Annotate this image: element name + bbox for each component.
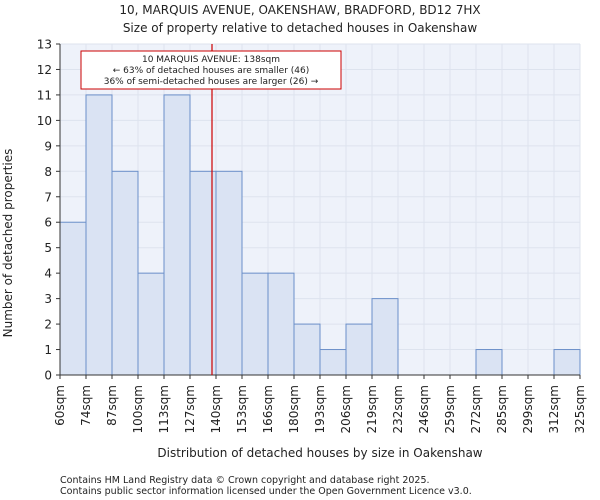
bars	[59, 94, 581, 376]
x-tick-label: 299sqm	[521, 385, 535, 433]
y-tick-label: 1	[44, 343, 52, 357]
x-tick-label: 259sqm	[443, 385, 457, 433]
x-tick-label: 153sqm	[235, 385, 249, 433]
y-tick-label: 10	[37, 114, 52, 128]
bar-153sqm	[241, 272, 269, 376]
y-tick-label: 7	[44, 190, 52, 204]
bar-60sqm	[59, 221, 87, 376]
y-tick-label: 9	[44, 139, 52, 153]
x-tick-label: 87sqm	[105, 385, 119, 426]
annotation-background	[80, 50, 342, 90]
y-tick-label: 6	[44, 216, 52, 230]
y-tick-label: 12	[37, 63, 52, 77]
bar-193sqm	[319, 349, 347, 376]
x-tick-label: 206sqm	[339, 385, 353, 433]
x-axis-label: Distribution of detached houses by size …	[157, 446, 482, 460]
y-tick-label: 3	[44, 292, 52, 306]
chart-subtitle: Size of property relative to detached ho…	[123, 21, 478, 35]
annotation-box: 10 MARQUIS AVENUE: 138sqm ← 63% of detac…	[80, 50, 342, 90]
bar-219sqm	[371, 298, 399, 376]
x-tick-label: 193sqm	[313, 385, 327, 433]
bar-87sqm	[111, 170, 139, 376]
x-tick-label: 180sqm	[287, 385, 301, 433]
y-tick-label: 11	[37, 88, 52, 102]
y-tick-label: 2	[44, 318, 52, 332]
footer-line-1: Contains HM Land Registry data © Crown c…	[60, 475, 430, 486]
bar-180sqm	[293, 323, 321, 376]
annotation-line-2: ← 63% of detached houses are smaller (46…	[113, 66, 310, 76]
bar-206sqm	[345, 323, 373, 376]
x-tick-label: 219sqm	[365, 385, 379, 433]
x-tick-label: 232sqm	[391, 385, 405, 433]
y-tick-label: 4	[44, 267, 52, 281]
bar-312sqm	[553, 349, 581, 376]
x-tick-label: 285sqm	[495, 385, 509, 433]
x-tick-label: 60sqm	[53, 385, 67, 426]
x-axis-ticks: 60sqm 74sqm 87sqm 100sqm 113sqm 127sqm 140sqm 1…	[53, 44, 587, 433]
annotation-line-3: 36% of semi-detached houses are larger (…	[104, 77, 319, 87]
bar-166sqm	[267, 272, 295, 376]
x-tick-label: 113sqm	[157, 385, 171, 433]
bar-113sqm	[163, 94, 191, 376]
bar-74sqm	[85, 94, 113, 376]
y-tick-label: 8	[44, 165, 52, 179]
y-tick-label: 5	[44, 241, 52, 255]
x-tick-label: 272sqm	[469, 385, 483, 433]
x-tick-label: 325sqm	[573, 385, 587, 433]
bar-272sqm	[475, 349, 503, 376]
x-tick-label: 246sqm	[417, 385, 431, 433]
x-tick-label: 166sqm	[261, 385, 275, 433]
y-tick-label: 0	[44, 369, 52, 383]
bar-140sqm	[215, 170, 243, 376]
bar-100sqm	[137, 272, 165, 376]
chart-title: 10, MARQUIS AVENUE, OAKENSHAW, BRADFORD,…	[119, 3, 480, 17]
x-tick-label: 74sqm	[79, 385, 93, 426]
y-tick-label: 13	[37, 38, 52, 52]
x-tick-label: 140sqm	[209, 385, 223, 433]
y-axis-label: Number of detached properties	[1, 149, 15, 338]
x-tick-label: 100sqm	[131, 385, 145, 433]
annotation-line-1: 10 MARQUIS AVENUE: 138sqm	[142, 55, 280, 65]
x-tick-label: 127sqm	[183, 385, 197, 433]
footer-line-2: Contains public sector information licen…	[60, 486, 472, 497]
x-tick-label: 312sqm	[547, 385, 561, 433]
